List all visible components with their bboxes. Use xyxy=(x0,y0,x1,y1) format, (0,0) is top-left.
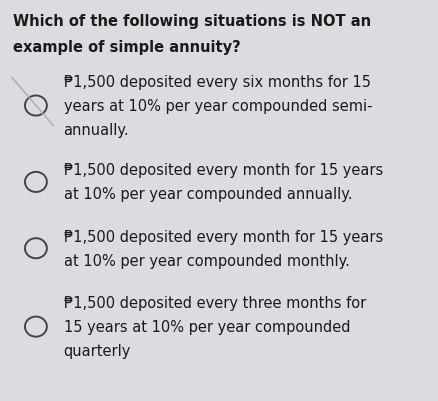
Text: ₱1,500 deposited every six months for 15: ₱1,500 deposited every six months for 15 xyxy=(64,75,371,90)
Text: quarterly: quarterly xyxy=(64,343,131,358)
Text: Which of the following situations is NOT an: Which of the following situations is NOT… xyxy=(13,14,371,29)
Text: at 10% per year compounded annually.: at 10% per year compounded annually. xyxy=(64,187,352,202)
Text: ₱1,500 deposited every month for 15 years: ₱1,500 deposited every month for 15 year… xyxy=(64,229,383,244)
Text: example of simple annuity?: example of simple annuity? xyxy=(13,40,241,55)
Text: years at 10% per year compounded semi-: years at 10% per year compounded semi- xyxy=(64,99,372,114)
Text: at 10% per year compounded monthly.: at 10% per year compounded monthly. xyxy=(64,253,350,268)
Text: ₱1,500 deposited every month for 15 years: ₱1,500 deposited every month for 15 year… xyxy=(64,163,383,178)
Text: 15 years at 10% per year compounded: 15 years at 10% per year compounded xyxy=(64,319,350,334)
Text: annually.: annually. xyxy=(64,123,129,138)
Text: ₱1,500 deposited every three months for: ₱1,500 deposited every three months for xyxy=(64,296,366,310)
